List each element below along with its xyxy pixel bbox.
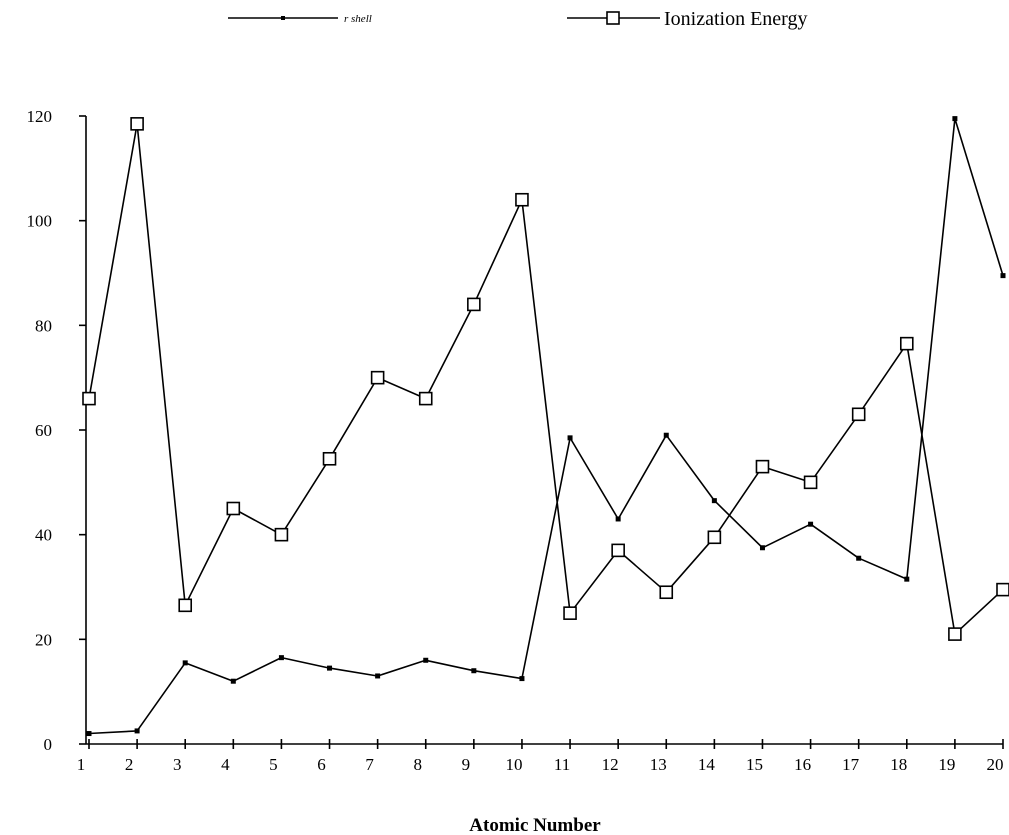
data-point-r-shell: [230, 678, 236, 684]
data-point-r-shell: [86, 731, 92, 737]
data-point-ionization-energy: [659, 585, 674, 600]
x-tick-label: 18: [890, 755, 907, 774]
data-point-ionization-energy: [322, 451, 337, 466]
x-tick-label: 12: [602, 755, 619, 774]
y-tick-label: 120: [27, 107, 53, 126]
x-tick-label: 7: [365, 755, 374, 774]
y-tick-label: 100: [27, 212, 53, 231]
x-tick-label: 15: [746, 755, 763, 774]
series-line-ionization-energy: [88, 123, 1004, 635]
data-point-r-shell: [711, 498, 717, 504]
y-tick-label: 0: [44, 735, 53, 754]
data-point-r-shell: [519, 676, 525, 682]
data-point-r-shell: [615, 516, 621, 522]
data-point-ionization-energy: [178, 598, 193, 613]
data-point-r-shell: [856, 555, 862, 561]
data-point-r-shell: [567, 435, 573, 441]
series-group: [82, 116, 1009, 737]
legend-marker-r-shell: [281, 16, 285, 20]
data-point-ionization-energy: [803, 475, 818, 490]
data-point-r-shell: [663, 432, 669, 438]
legend-marker-ionization-energy: [606, 11, 620, 25]
data-point-ionization-energy: [611, 543, 625, 558]
data-point-ionization-energy: [563, 606, 577, 620]
data-point-ionization-energy: [851, 407, 866, 422]
x-tick-label: 6: [317, 755, 326, 774]
x-tick-label: 11: [554, 755, 570, 774]
data-point-ionization-energy: [899, 336, 914, 351]
y-tick-label: 40: [35, 526, 52, 545]
legend-label-r-shell: r shell: [344, 13, 372, 25]
data-point-ionization-energy: [274, 527, 289, 542]
legend: r shell Ionization Energy: [228, 8, 807, 30]
x-tick-label: 3: [173, 755, 182, 774]
x-tick-label: 13: [650, 755, 667, 774]
x-tick-label: 9: [462, 755, 471, 774]
data-point-ionization-energy: [755, 459, 770, 474]
x-tick-label: 17: [842, 755, 860, 774]
data-point-r-shell: [182, 660, 188, 666]
data-point-r-shell: [134, 728, 140, 734]
x-tick-label: 5: [269, 755, 278, 774]
x-tick-label: 19: [938, 755, 955, 774]
x-tick-label: 8: [413, 755, 422, 774]
data-point-r-shell: [375, 673, 381, 679]
y-tick-label: 20: [35, 630, 52, 649]
y-tick-label: 60: [35, 421, 52, 440]
x-tick-label: 16: [794, 755, 811, 774]
data-point-ionization-energy: [467, 297, 481, 312]
series-line-r-shell: [88, 117, 1004, 735]
legend-label-ionization-energy: Ionization Energy: [664, 8, 807, 30]
x-tick-label: 4: [221, 755, 230, 774]
data-point-r-shell: [278, 655, 284, 661]
x-tick-label: 2: [125, 755, 134, 774]
data-point-r-shell: [1000, 273, 1006, 279]
data-point-r-shell: [808, 521, 814, 527]
data-point-r-shell: [904, 576, 910, 582]
data-point-ionization-energy: [82, 391, 96, 406]
data-point-ionization-energy: [370, 370, 385, 385]
data-point-ionization-energy: [130, 117, 144, 131]
x-tick-label: 1: [77, 755, 86, 774]
x-tick-label: 20: [987, 755, 1004, 774]
data-point-ionization-energy: [418, 391, 433, 406]
data-point-r-shell: [327, 665, 333, 671]
data-point-r-shell: [759, 545, 765, 551]
y-tick-label: 80: [35, 316, 52, 335]
x-tick-label: 14: [698, 755, 716, 774]
data-point-r-shell: [423, 657, 429, 663]
data-point-ionization-energy: [226, 501, 241, 516]
data-point-ionization-energy: [948, 627, 962, 641]
data-point-r-shell: [952, 116, 958, 122]
data-point-ionization-energy: [707, 530, 722, 545]
data-point-r-shell: [471, 668, 477, 674]
data-point-ionization-energy: [996, 582, 1009, 597]
x-tick-label: 10: [505, 755, 522, 774]
data-point-ionization-energy: [515, 192, 529, 207]
x-axis-title: Atomic Number: [469, 815, 601, 835]
